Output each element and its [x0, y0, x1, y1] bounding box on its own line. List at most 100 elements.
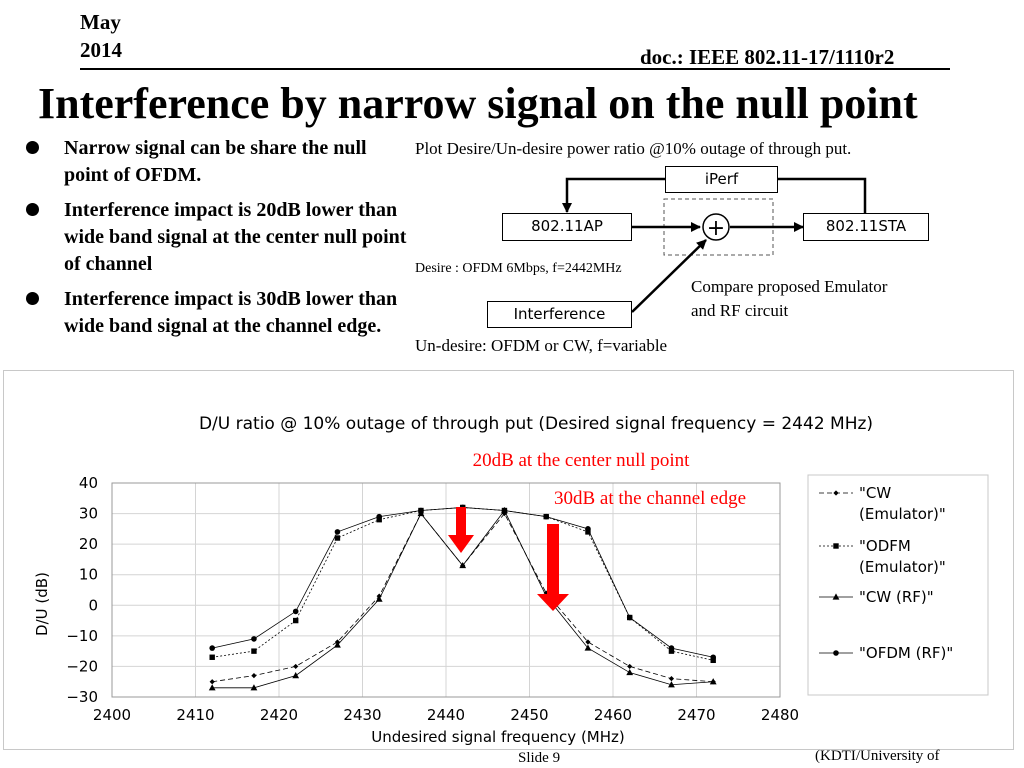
- legend-label: "CW: [859, 484, 891, 502]
- data-point: [375, 595, 383, 602]
- legend-entry: "ODFM (Emulator)": [819, 537, 946, 576]
- data-point: [668, 676, 675, 682]
- annotation-center-null: 20dB at the center null point: [473, 450, 691, 471]
- x-axis-label: Undesired signal frequency (MHz): [371, 728, 625, 746]
- arrow-center-null: [448, 507, 474, 553]
- data-point: [293, 663, 299, 670]
- diagram-connectors: +: [562, 177, 867, 313]
- y-tick-label: 40: [79, 474, 98, 492]
- data-point: [334, 535, 341, 541]
- plot-area: [111, 482, 781, 698]
- bullet-item: Interference impact is 20dB lower than w…: [24, 197, 414, 278]
- data-point: [626, 668, 634, 676]
- data-point: [292, 608, 299, 615]
- legend-entry: "CW (RF)": [819, 588, 934, 606]
- legend-label: "ODFM: [859, 537, 911, 555]
- y-tick-label: −20: [66, 657, 98, 675]
- x-tick-label: 2430: [343, 706, 381, 724]
- combiner-symbol: +: [707, 216, 725, 241]
- data-point: [292, 672, 300, 679]
- footer-affiliation: (KDTI/University of: [815, 748, 940, 764]
- sta-box: 802.11STA: [803, 213, 929, 241]
- sta-to-iperf-connector: [778, 177, 867, 213]
- iperf-box: iPerf: [665, 166, 778, 193]
- x-tick-label: 2420: [260, 706, 298, 724]
- data-point: [585, 526, 591, 532]
- data-point: [668, 645, 675, 651]
- data-point: [627, 663, 633, 670]
- data-point: [334, 529, 341, 535]
- data-point: [418, 507, 424, 514]
- arrow-channel-edge: [537, 524, 569, 611]
- y-axis-label: D/U (dB): [33, 572, 51, 636]
- interference-box: Interference: [487, 301, 632, 328]
- data-point: [709, 678, 717, 685]
- x-tick-label: 2480: [761, 706, 799, 724]
- data-point: [376, 513, 383, 520]
- x-tick-label: 2440: [427, 706, 465, 724]
- header-date-year: 2014: [80, 38, 122, 62]
- data-point: [585, 529, 591, 535]
- data-point: [543, 513, 549, 520]
- ap-box: 802.11AP: [502, 213, 632, 241]
- slide-number: Slide 9: [518, 750, 561, 766]
- y-tick-label: 30: [79, 505, 98, 523]
- data-point: [668, 681, 675, 688]
- data-point: [459, 561, 467, 569]
- bullet-dot-icon: [26, 203, 39, 216]
- data-point: [833, 543, 839, 549]
- legend: [807, 474, 989, 696]
- data-point: [334, 641, 341, 648]
- x-tick-label: 2460: [594, 706, 632, 724]
- header-date-month: May: [80, 10, 121, 34]
- data-point: [710, 654, 716, 661]
- y-tick-label: −30: [66, 688, 98, 706]
- data-point: [832, 593, 840, 600]
- bullet-item: Narrow signal can be share the null poin…: [24, 135, 414, 189]
- data-point: [833, 490, 839, 496]
- data-point: [251, 673, 257, 679]
- doc-reference: doc.: IEEE 802.11-17/1110r2: [640, 45, 895, 69]
- bullet-text: Interference impact is 20dB lower than w…: [64, 199, 407, 275]
- bullet-item: Interference impact is 30dB lower than w…: [24, 286, 414, 340]
- annotation-channel-edge: 30dB at the channel edge: [554, 488, 746, 509]
- legend-label: "CW (RF)": [859, 588, 934, 606]
- bullet-text: Interference impact is 30dB lower than w…: [64, 288, 398, 337]
- data-point: [710, 657, 716, 664]
- data-point: [208, 684, 216, 691]
- data-point: [209, 645, 215, 651]
- diagram-caption: Plot Desire/Un-desire power ratio @10% o…: [415, 139, 852, 158]
- data-point: [293, 617, 299, 624]
- bullet-text: Narrow signal can be share the null poin…: [64, 137, 367, 186]
- data-point: [833, 650, 839, 656]
- bullet-dot-icon: [26, 292, 39, 305]
- header-divider: [80, 68, 950, 70]
- combiner-icon: [702, 213, 730, 241]
- iperf-to-ap-connector: [562, 177, 665, 213]
- compare-label-line1: Compare proposed Emulator: [691, 277, 888, 296]
- x-tick-label: 2410: [176, 706, 214, 724]
- chart-title: D/U ratio @ 10% outage of through put (D…: [199, 414, 873, 434]
- y-tick-label: 20: [79, 535, 98, 553]
- y-tick-label: 0: [88, 596, 98, 614]
- bullet-list: Narrow signal can be share the null poin…: [24, 135, 414, 348]
- data-point: [584, 644, 592, 651]
- legend-label: "OFDM (RF)": [859, 644, 953, 662]
- data-point: [626, 614, 633, 621]
- legend-entry: "OFDM (RF)": [819, 644, 953, 662]
- legend-label: (Emulator)": [859, 558, 946, 576]
- data-point: [250, 684, 258, 691]
- bullet-dot-icon: [26, 141, 39, 154]
- data-point: [376, 516, 382, 523]
- compare-label-line2: and RF circuit: [691, 301, 789, 320]
- x-tick-label: 2470: [677, 706, 715, 724]
- data-point: [501, 507, 508, 514]
- desire-label: Desire : OFDM 6Mbps, f=2442MHz: [415, 261, 622, 276]
- interference-to-combiner-connector: [631, 239, 707, 313]
- data-point: [668, 648, 675, 654]
- data-point: [585, 639, 591, 645]
- x-tick-label: 2400: [93, 706, 131, 724]
- chart-frame: 2400 2410 2420 2430 2440 2450 2460 2470 2480 40 30…: [3, 370, 1014, 750]
- data-point: [209, 679, 215, 685]
- page-title: Interference by narrow signal on the nul…: [38, 79, 918, 128]
